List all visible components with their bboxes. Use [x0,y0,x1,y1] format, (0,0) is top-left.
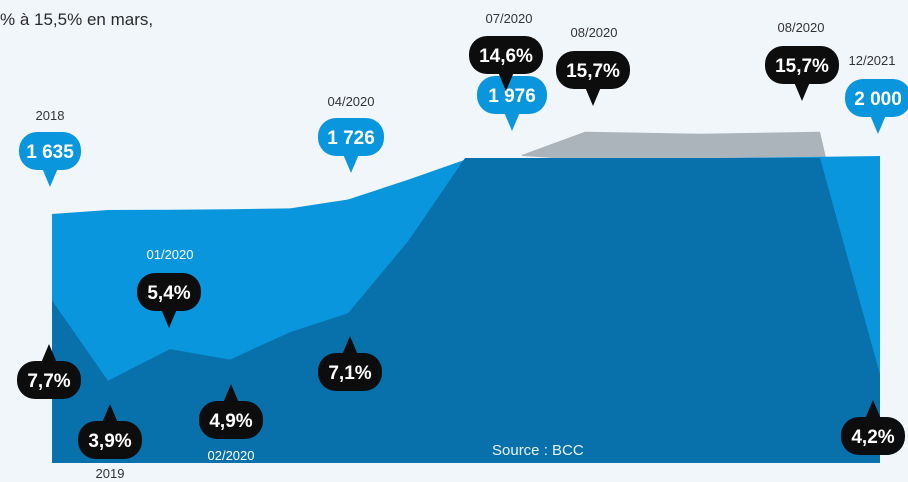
volume-period-3: 12/2021 [849,53,896,68]
rate-bubble-8-label: 4,2% [851,427,894,448]
rate-period-6: 08/2020 [571,25,618,40]
volume-period-1: 04/2020 [328,94,375,109]
rate-period-2: 01/2020 [147,247,194,262]
rate-bubble-6: 15,7% [556,51,630,106]
rate-bubble-2: 5,4% [137,273,201,328]
volume-bubble-2: 1 976 [477,76,547,131]
rate-period-3: 02/2020 [208,448,255,463]
volume-bubble-0: 1 635 [19,132,81,187]
rate-bubble-6-label: 15,7% [566,61,620,82]
rate-bubble-3: 4,9% [199,384,263,439]
volume-bubble-1: 1 726 [318,118,384,173]
volume-period-0: 2018 [36,108,65,123]
volume-bubble-2-label: 1 976 [488,86,536,107]
rate-bubble-1: 3,9% [78,404,142,459]
rate-bubble-4-label: 7,1% [328,363,371,384]
rate-period-1: 2019 [96,466,125,481]
source-note: Source : BCC [492,442,584,459]
rate-peak-area [522,131,826,160]
rate-period-7: 08/2020 [778,20,825,35]
rate-bubble-5: 14,6% [469,36,543,91]
volume-bubble-1-label: 1 726 [327,128,375,149]
rate-bubble-5-label: 14,6% [479,46,533,67]
rate-bubble-8: 4,2% [841,400,905,455]
rate-bubble-0: 7,7% [17,344,81,399]
rate-bubble-4: 7,1% [318,336,382,391]
rate-bubble-2-label: 5,4% [147,283,190,304]
rate-bubble-7-label: 15,7% [775,56,829,77]
volume-bubble-3: 2 000 [845,79,908,134]
volume-period-2: 07/2020 [486,11,533,26]
rate-bubble-1-label: 3,9% [88,431,131,452]
rate-bubble-7: 15,7% [765,46,839,101]
volume-bubble-0-label: 1 635 [26,142,74,163]
rate-bubble-0-label: 7,7% [27,371,70,392]
rate-area [52,158,880,463]
rate-bubble-3-label: 4,9% [209,411,252,432]
volume-bubble-3-label: 2 000 [854,89,902,110]
headline-text: % à 15,5% en mars, [0,10,154,29]
